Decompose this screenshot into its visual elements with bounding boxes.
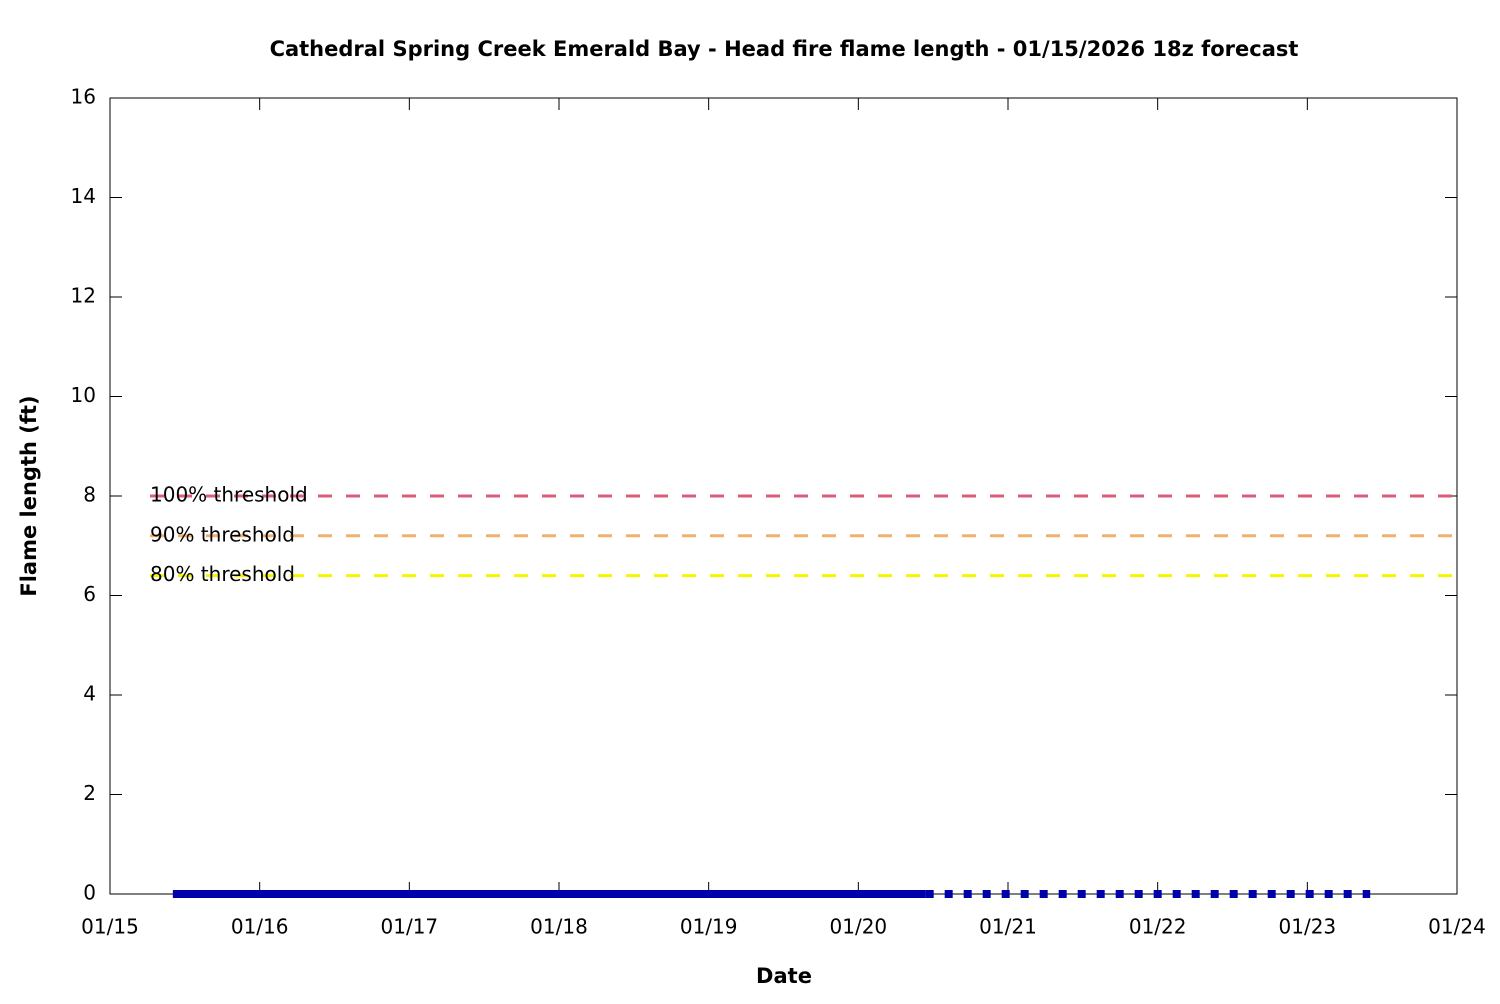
y-axis-title: Flame length (ft) bbox=[17, 395, 41, 596]
x-tick-label: 01/21 bbox=[979, 915, 1037, 939]
threshold-label: 100% threshold bbox=[150, 483, 308, 507]
chart-title: Cathedral Spring Creek Emerald Bay - Hea… bbox=[270, 37, 1299, 61]
x-tick-label: 01/24 bbox=[1428, 915, 1486, 939]
y-tick-label: 8 bbox=[83, 483, 96, 507]
y-tick-label: 2 bbox=[83, 781, 96, 805]
x-tick-label: 01/15 bbox=[81, 915, 139, 939]
x-tick-label: 01/23 bbox=[1279, 915, 1337, 939]
x-tick-label: 01/22 bbox=[1129, 915, 1187, 939]
threshold-label: 90% threshold bbox=[150, 522, 295, 546]
y-tick-label: 16 bbox=[71, 85, 96, 109]
y-tick-label: 12 bbox=[71, 284, 96, 308]
y-tick-label: 14 bbox=[71, 184, 96, 208]
x-axis-title: Date bbox=[756, 964, 812, 988]
x-tick-label: 01/18 bbox=[530, 915, 588, 939]
x-tick-label: 01/16 bbox=[231, 915, 289, 939]
y-tick-label: 10 bbox=[71, 383, 96, 407]
y-tick-label: 0 bbox=[83, 881, 96, 905]
threshold-label: 80% threshold bbox=[150, 562, 295, 586]
x-tick-label: 01/19 bbox=[680, 915, 738, 939]
x-tick-label: 01/17 bbox=[381, 915, 439, 939]
x-tick-label: 01/20 bbox=[830, 915, 888, 939]
y-tick-label: 4 bbox=[83, 682, 96, 706]
y-tick-label: 6 bbox=[83, 582, 96, 606]
